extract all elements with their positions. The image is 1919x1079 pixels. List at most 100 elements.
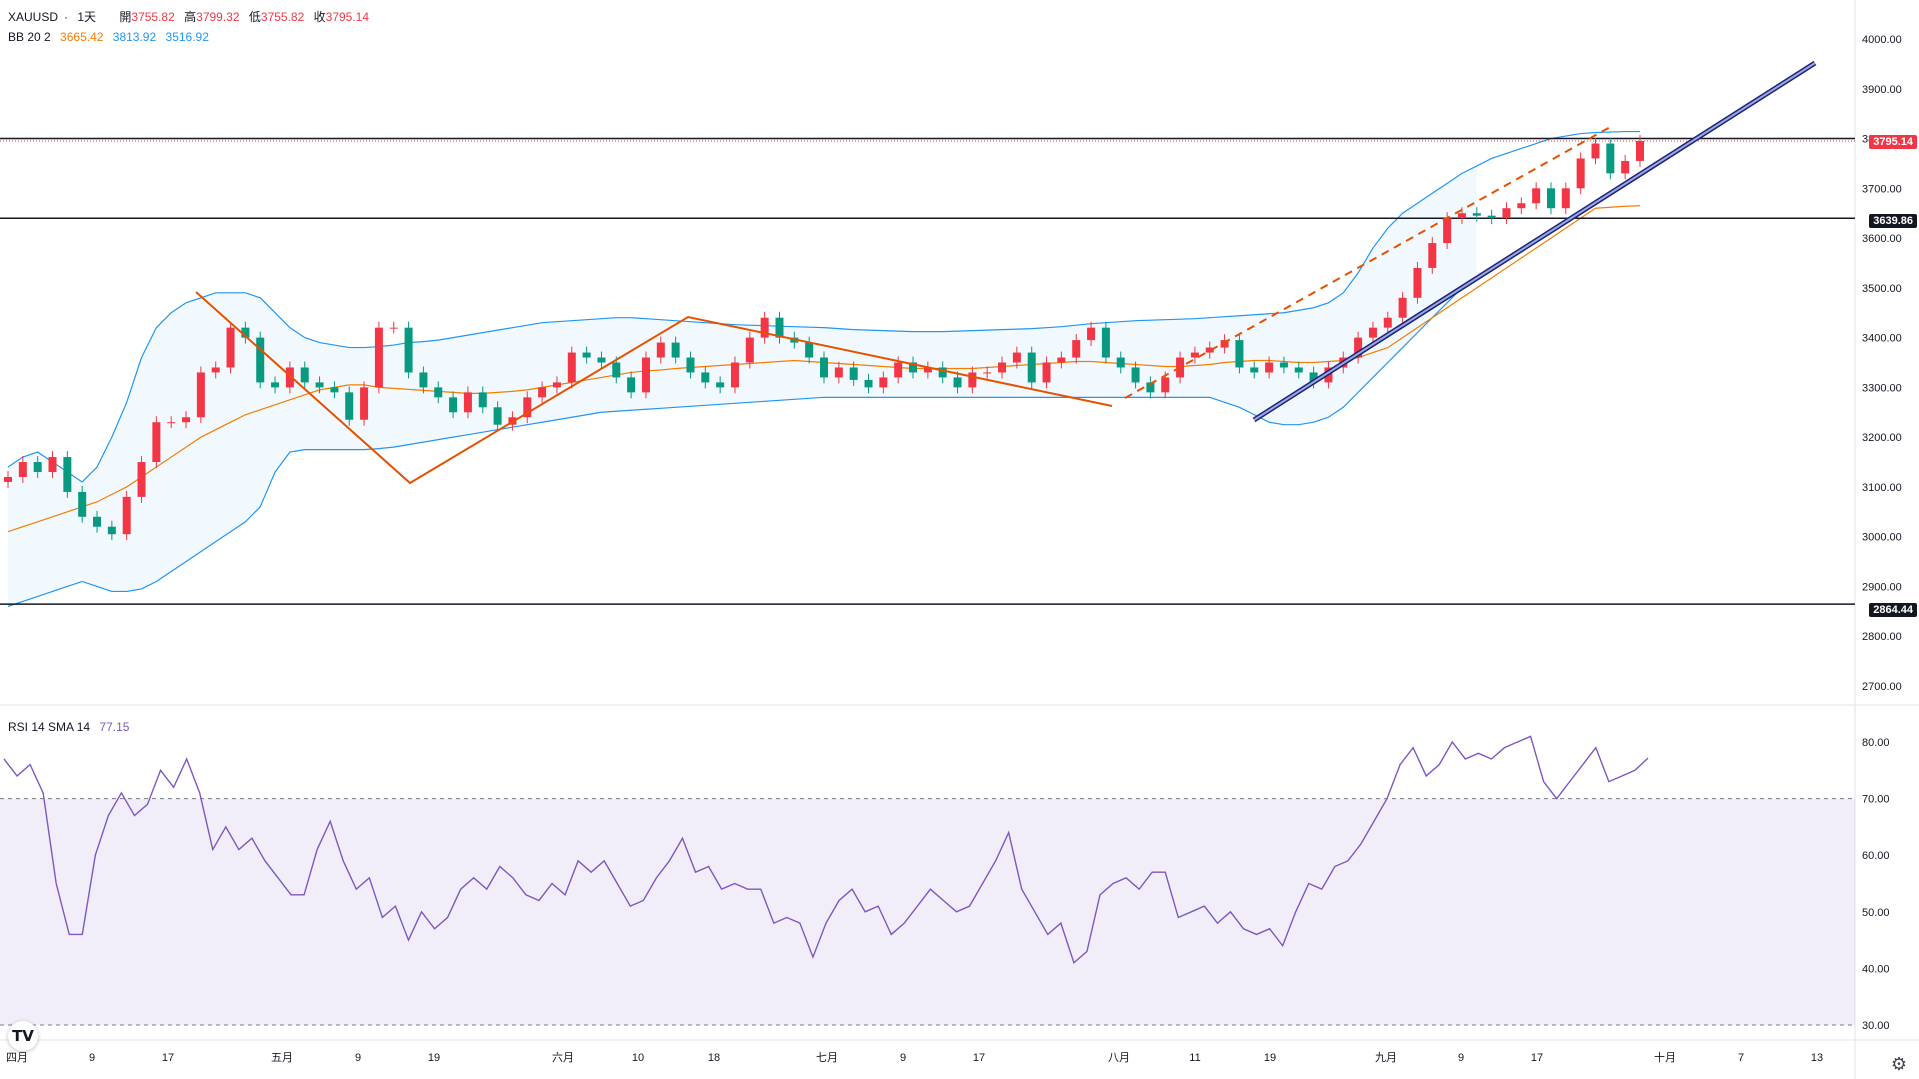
candle-body [1250, 367, 1259, 373]
rsi-y-tick-label: 60.00 [1862, 850, 1890, 862]
candle-body [1309, 372, 1318, 383]
x-tick-label: 7 [1738, 1052, 1744, 1064]
x-tick-label: 六月 [552, 1051, 574, 1064]
candle-body [1012, 352, 1021, 363]
candle-body [345, 392, 354, 420]
candle-body [271, 382, 280, 388]
candle-body [1101, 327, 1110, 358]
bb-basis-value: 3665.42 [60, 30, 104, 44]
symbol-label[interactable]: XAUUSD [8, 10, 59, 24]
last-price-tag: 3795.14 [1869, 135, 1917, 149]
candle-body [894, 362, 903, 378]
candle-body [1057, 357, 1066, 363]
candle-body [1265, 362, 1274, 373]
candle-body [478, 392, 487, 408]
x-tick-label: 八月 [1108, 1052, 1130, 1064]
y-tick-label: 3700.00 [1862, 183, 1902, 195]
gear-icon[interactable]: ⚙ [1890, 1054, 1907, 1075]
candle-body [1606, 143, 1615, 174]
x-tick-label: 9 [900, 1052, 906, 1064]
candle-body [152, 422, 161, 463]
support-price-tag: 3639.86 [1869, 214, 1917, 228]
low-price-tag: 2864.44 [1869, 603, 1917, 617]
candle-body [701, 372, 710, 383]
candle-body [1116, 357, 1125, 368]
x-tick-label: 九月 [1375, 1051, 1397, 1064]
x-tick-label: 13 [1811, 1052, 1823, 1064]
x-tick-label: 十月 [1654, 1050, 1676, 1064]
candle-body [33, 462, 42, 472]
candle-body [241, 327, 250, 338]
candle-body [93, 516, 102, 527]
bb-upper-line [7, 130, 1640, 483]
candle-body [300, 367, 309, 383]
candle-body [775, 317, 784, 338]
high-value: 3799.32 [196, 10, 240, 24]
y-tick-label: 3200.00 [1862, 432, 1902, 444]
candle-body [256, 337, 265, 383]
close-label: 收 [313, 10, 326, 24]
x-tick-label: 五月 [271, 1052, 293, 1064]
x-tick-label: 七月 [816, 1051, 838, 1064]
low-label: 低 [248, 10, 261, 24]
candle-body [63, 457, 72, 492]
candle-body [493, 407, 502, 425]
candle-body [1190, 352, 1199, 358]
close-value: 3795.14 [325, 10, 370, 24]
candle-body [953, 377, 962, 388]
candle-body [671, 342, 680, 358]
candle-body [1472, 213, 1481, 216]
candle-body [107, 526, 116, 535]
x-tick-label: 18 [708, 1052, 720, 1064]
y-tick-label: 3000.00 [1862, 532, 1902, 544]
tradingview-logo[interactable]: TV [8, 1021, 38, 1051]
candle-body [716, 382, 725, 388]
candle-body [1591, 143, 1600, 159]
high-label: 高 [184, 10, 197, 24]
candle-body [1235, 340, 1244, 368]
candle-body [938, 367, 947, 378]
bb-upper-value: 3813.92 [112, 30, 157, 44]
interval-label[interactable]: 1天 [77, 10, 97, 24]
candle-body [820, 357, 828, 378]
candle-body [1383, 317, 1392, 328]
candle-body [1368, 327, 1377, 338]
bb-label: BB 20 2 [8, 30, 51, 44]
x-tick-label: 9 [89, 1052, 95, 1064]
candle-body [760, 317, 769, 338]
candle-body [849, 367, 858, 380]
candle-body [1205, 347, 1214, 353]
y-tick-label: 3600.00 [1862, 233, 1902, 245]
rsi-y-tick-label: 30.00 [1862, 1020, 1890, 1032]
candle-body [864, 379, 873, 388]
candle-body [1072, 340, 1081, 358]
x-tick-label: 四月 [6, 1052, 28, 1064]
rsi-legend[interactable]: RSI 14 SMA 14 77.15 [8, 720, 135, 734]
candle-body [612, 362, 621, 378]
rsi-y-tick-label: 50.00 [1862, 907, 1890, 919]
candle-body [552, 382, 561, 388]
candle-body [1042, 362, 1051, 383]
rsi-y-tick-label: 40.00 [1862, 963, 1890, 975]
x-tick-label: 9 [355, 1052, 361, 1064]
candle-body [1087, 327, 1096, 341]
bb-legend[interactable]: BB 20 2 3665.42 3813.92 3516.92 [8, 30, 215, 44]
candle-body [1636, 141, 1644, 161]
candle-body [78, 491, 87, 517]
x-tick-label: 9 [1458, 1052, 1464, 1064]
candle-body [1027, 352, 1036, 383]
x-tick-label: 19 [428, 1052, 440, 1064]
candle-body [1398, 297, 1407, 318]
y-tick-label: 3300.00 [1862, 382, 1902, 394]
zigzag-pattern [195, 291, 1113, 485]
candle-body [330, 387, 339, 393]
candle-body [226, 327, 235, 368]
y-tick-label: 3900.00 [1862, 84, 1902, 96]
candle-body [360, 387, 369, 420]
candle-body [745, 337, 754, 363]
candle-body [923, 367, 932, 373]
candle-body [1561, 188, 1570, 209]
candle-body [627, 377, 636, 393]
candle-body [434, 387, 443, 398]
